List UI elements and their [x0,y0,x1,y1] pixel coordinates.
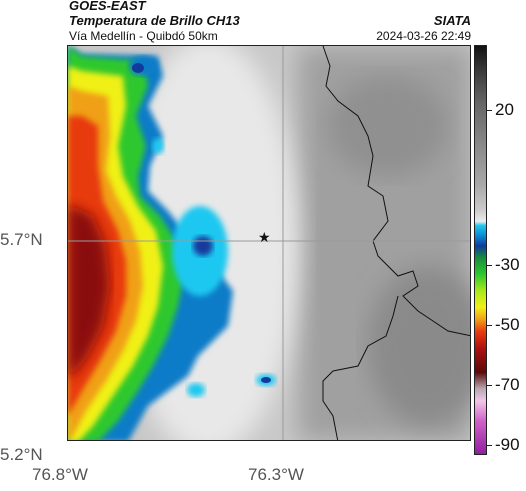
colorbar-tick-m50 [487,325,492,326]
colorbar-label-20: 20 [495,100,514,119]
colorbar [474,45,487,455]
star-icon: ★ [258,229,271,245]
satellite-title: GOES-EAST [69,0,146,13]
colorbar-tick-m70 [487,385,492,386]
lat-label-5-2: 5.2°N [0,445,43,464]
dark-patch [328,76,448,176]
lat-label-5-7: 5.7°N [0,230,43,249]
colorbar-tick-m90 [487,445,492,446]
colorbar-tick-m30 [487,265,492,266]
satellite-map[interactable]: ★ [67,45,471,441]
colorbar-tick-20 [487,110,492,111]
border-line [322,46,470,337]
colorbar-label-m30: -30 [495,255,520,274]
convective-cloud [68,46,276,440]
colorbar-label-m90: -90 [495,435,520,454]
organization-label: SIATA [433,13,471,28]
product-title: Temperatura de Brillo CH13 [69,13,240,28]
river-line [322,295,399,440]
datetime-label: 2024-03-26 22:49 [376,29,471,43]
colorbar-label-m50: -50 [495,315,520,334]
map-canvas [68,46,470,440]
colorbar-label-m70: -70 [495,375,520,394]
route-subtitle: Vía Medellín - Quibdó 50km [69,29,218,43]
lon-label-76-3: 76.3°W [248,465,304,484]
lon-label-76-8: 76.8°W [32,465,88,484]
dark-patch-south [368,266,470,426]
